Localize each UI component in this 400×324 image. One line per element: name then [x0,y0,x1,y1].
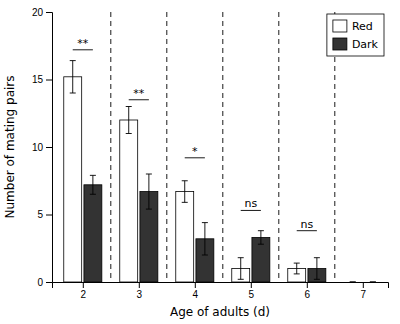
tick-label: 3 [137,289,143,300]
tick: 7 [361,282,367,300]
tick-mark [363,282,364,288]
tick-label: 2 [81,289,87,300]
tick-label: 0 [37,277,43,288]
x-axis-title: Age of adults (d) [170,305,270,319]
error-bar [370,282,376,283]
significance-label: ** [133,87,145,100]
y-axis-title: Number of mating pairs [3,75,17,218]
chart: *****nsns23456705101520Age of adults (d)… [0,0,400,324]
tick: 2 [81,282,87,300]
error-bars [90,174,376,282]
error-bar [258,231,264,245]
tick-label: 4 [193,289,199,300]
error-bar [182,181,188,203]
tick: 15 [32,74,52,85]
tick-label: 6 [305,289,311,300]
significance-label: ** [77,37,89,50]
tick: 0 [37,277,52,288]
error-bar [70,61,76,93]
tick-mark [307,282,308,288]
error-bar [350,282,356,283]
tick-mark [46,215,52,216]
tick: 3 [137,282,143,300]
axis-line [46,13,53,283]
tick-label: 5 [37,209,43,220]
bar [120,120,138,282]
bar [176,192,194,282]
tick-mark [139,282,140,288]
group-separator [110,12,111,282]
legend-swatch [333,38,347,50]
tick-mark [46,282,52,283]
tick-label: 15 [32,74,44,85]
tick-label: 20 [32,7,44,18]
legend-frame [327,14,384,56]
legend-swatch [333,20,347,32]
group-separator [278,12,279,282]
tick-mark [46,12,52,13]
tick-mark [195,282,196,288]
tick: 4 [193,282,199,300]
bar [64,77,82,282]
group-separator [222,12,223,282]
group-separator [166,12,167,282]
tick-label: 5 [249,289,255,300]
bar-series [64,77,306,282]
annotations: *****nsns [77,37,313,231]
error-bar [202,223,208,255]
significance-label: ns [300,218,313,231]
tick: 6 [305,282,311,300]
bar [84,185,102,282]
significance-label: ns [244,197,257,210]
legend: Red Dark [327,14,384,56]
significance-label: * [192,145,198,158]
tick: 5 [249,282,255,300]
error-bar [314,258,320,280]
bar [364,282,382,283]
tick-mark [83,282,84,288]
error-bar [294,263,300,274]
error-bar [146,174,152,209]
tick-mark [46,80,52,81]
error-bar [238,258,244,280]
bar [344,282,362,283]
error-bar [90,175,96,194]
legend-label: Dark [352,38,379,51]
legend-label: Red [352,20,373,33]
error-bars [70,61,356,282]
tick: 5 [37,209,52,220]
tick-mark [46,147,52,148]
y-axis: 0 5 10 15 20 [32,7,53,288]
bar-series [84,185,326,282]
tick-mark [251,282,252,288]
tick-label: 7 [361,289,367,300]
axis-line [53,283,389,289]
x-axis: 2 3 4 5 6 7 [53,282,389,300]
tick: 10 [32,142,52,153]
tick-label: 10 [32,142,44,153]
error-bar [126,107,132,134]
tick: 20 [32,7,52,18]
